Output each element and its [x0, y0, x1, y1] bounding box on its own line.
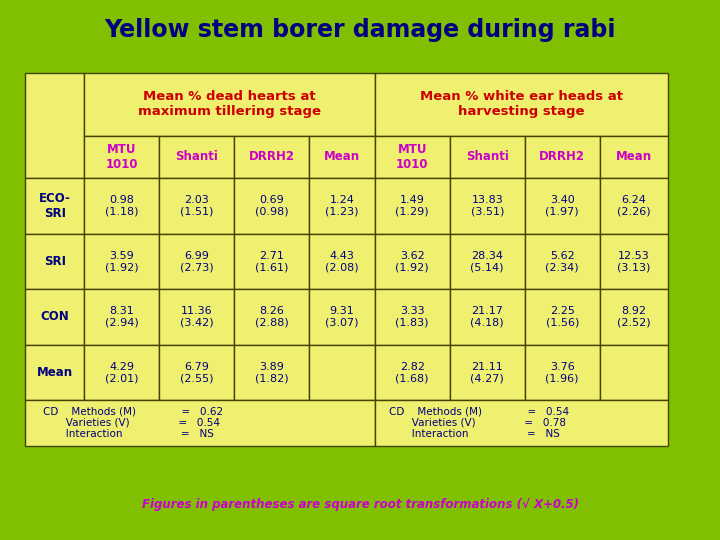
Text: 5.62
(2.34): 5.62 (2.34) [546, 251, 579, 272]
Text: 3.40
(1.97): 3.40 (1.97) [546, 195, 579, 217]
Bar [374, 289, 450, 345]
Text: 3.62
(1.92): 3.62 (1.92) [395, 251, 429, 272]
Bar [309, 136, 374, 178]
Text: 6.24
(2.26): 6.24 (2.26) [617, 195, 651, 217]
Text: 2.82
(1.68): 2.82 (1.68) [395, 362, 429, 383]
Bar [374, 345, 450, 400]
Text: Mean: Mean [616, 151, 652, 164]
Bar [374, 136, 450, 178]
Bar [374, 400, 668, 445]
Text: 0.69
(0.98): 0.69 (0.98) [255, 195, 289, 217]
Text: Mean: Mean [324, 151, 360, 164]
Bar [84, 73, 374, 136]
Text: 9.31
(3.07): 9.31 (3.07) [325, 306, 359, 328]
Bar [600, 234, 668, 289]
Text: 0.98
(1.18): 0.98 (1.18) [105, 195, 138, 217]
Text: DRRH2: DRRH2 [539, 151, 585, 164]
Bar [25, 400, 374, 445]
Bar [525, 234, 600, 289]
Text: 13.83
(3.51): 13.83 (3.51) [471, 195, 504, 217]
Bar [159, 234, 234, 289]
Text: Yellow stem borer damage during rabi: Yellow stem borer damage during rabi [104, 18, 616, 42]
Text: 6.79
(2.55): 6.79 (2.55) [180, 362, 213, 383]
Bar [525, 178, 600, 234]
Text: 8.26
(2.88): 8.26 (2.88) [255, 306, 289, 328]
Bar [600, 289, 668, 345]
Text: 4.29
(2.01): 4.29 (2.01) [105, 362, 138, 383]
Text: 3.59
(1.92): 3.59 (1.92) [105, 251, 138, 272]
Bar [159, 136, 234, 178]
Text: 2.25
(1.56): 2.25 (1.56) [546, 306, 579, 328]
Text: 21.17
(4.18): 21.17 (4.18) [470, 306, 504, 328]
Bar [525, 136, 600, 178]
Bar [450, 289, 525, 345]
Bar [450, 136, 525, 178]
Bar [374, 73, 668, 136]
Text: Mean: Mean [37, 366, 73, 379]
Bar [84, 136, 159, 178]
Text: 12.53
(3.13): 12.53 (3.13) [617, 251, 651, 272]
Text: 2.03
(1.51): 2.03 (1.51) [180, 195, 213, 217]
Bar [600, 178, 668, 234]
Bar [84, 289, 159, 345]
Bar [234, 345, 309, 400]
Bar [234, 178, 309, 234]
Text: 3.76
(1.96): 3.76 (1.96) [546, 362, 579, 383]
Bar [600, 345, 668, 400]
Bar [84, 345, 159, 400]
Bar [450, 178, 525, 234]
Bar [84, 178, 159, 234]
Text: 1.24
(1.23): 1.24 (1.23) [325, 195, 359, 217]
Text: 1.49
(1.29): 1.49 (1.29) [395, 195, 429, 217]
Text: 2.71
(1.61): 2.71 (1.61) [255, 251, 288, 272]
Text: 28.34
(5.14): 28.34 (5.14) [470, 251, 504, 272]
Bar [25, 345, 84, 400]
Bar [309, 234, 374, 289]
Bar [309, 345, 374, 400]
Text: CD    Methods (M)              =   0.54
       Varieties (V)               =   0: CD Methods (M) = 0.54 Varieties (V) = 0 [390, 406, 570, 440]
Text: 8.31
(2.94): 8.31 (2.94) [104, 306, 138, 328]
Bar [25, 73, 84, 178]
Bar [25, 234, 84, 289]
Bar [234, 136, 309, 178]
Text: Shanti: Shanti [466, 151, 508, 164]
Text: 3.33
(1.83): 3.33 (1.83) [395, 306, 429, 328]
Text: Figures in parentheses are square root transformations (√ X+0.5): Figures in parentheses are square root t… [142, 498, 578, 511]
Bar [84, 234, 159, 289]
Text: ECO-
SRI: ECO- SRI [39, 192, 71, 220]
Text: CON: CON [40, 310, 69, 323]
Bar [234, 289, 309, 345]
Text: Shanti: Shanti [175, 151, 218, 164]
Bar [450, 345, 525, 400]
Text: CD    Methods (M)              =   0.62
       Varieties (V)               =   0: CD Methods (M) = 0.62 Varieties (V) = 0 [42, 406, 222, 440]
Text: Mean % dead hearts at
maximum tillering stage: Mean % dead hearts at maximum tillering … [138, 90, 321, 118]
Bar [525, 289, 600, 345]
Bar [234, 234, 309, 289]
Text: 4.43
(2.08): 4.43 (2.08) [325, 251, 359, 272]
Text: 21.11
(4.27): 21.11 (4.27) [470, 362, 504, 383]
Bar [309, 289, 374, 345]
Bar [25, 178, 84, 234]
Bar [600, 136, 668, 178]
Bar [309, 178, 374, 234]
Bar [159, 345, 234, 400]
Text: SRI: SRI [44, 255, 66, 268]
Text: 6.99
(2.73): 6.99 (2.73) [180, 251, 213, 272]
Bar [374, 178, 450, 234]
Bar [450, 234, 525, 289]
Bar [159, 289, 234, 345]
Text: 3.89
(1.82): 3.89 (1.82) [255, 362, 289, 383]
Text: MTU
1010: MTU 1010 [105, 143, 138, 171]
Text: 11.36
(3.42): 11.36 (3.42) [180, 306, 213, 328]
Bar [374, 234, 450, 289]
Bar [25, 289, 84, 345]
Text: MTU
1010: MTU 1010 [396, 143, 428, 171]
Bar [525, 345, 600, 400]
Text: 8.92
(2.52): 8.92 (2.52) [617, 306, 651, 328]
Text: DRRH2: DRRH2 [248, 151, 294, 164]
Bar [159, 178, 234, 234]
Text: Mean % white ear heads at
harvesting stage: Mean % white ear heads at harvesting sta… [420, 90, 623, 118]
